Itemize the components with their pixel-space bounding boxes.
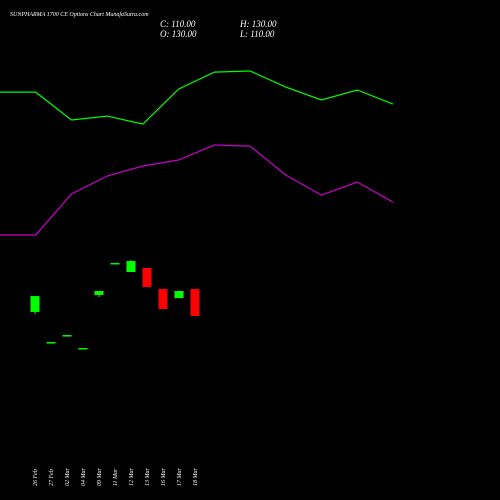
x-tick-label: 18 Mar [193, 468, 199, 486]
high-label: H: 130.00 [239, 19, 277, 29]
x-tick-label: 16 Mar [161, 468, 167, 486]
x-tick-label: 13 Mar [145, 468, 151, 486]
x-tick-label: 09 Mar [97, 468, 103, 486]
x-tick-label: 11 Mar [113, 468, 119, 486]
x-tick-label: 26 Feb [33, 469, 39, 486]
x-tick-label: 17 Mar [177, 468, 183, 486]
candle-body [94, 291, 104, 295]
chart-title: SUNPHARMA 1700 CE Options Chart MunafaSu… [10, 11, 149, 18]
x-tick-label: 27 Feb [49, 469, 55, 486]
x-tick-label: 12 Mar [129, 468, 135, 486]
candle-body [110, 262, 120, 265]
open-label: O: 130.00 [160, 29, 197, 39]
low-label: L: 110.00 [239, 29, 275, 39]
candle-body [174, 291, 184, 299]
x-tick-label: 02 Mar [65, 468, 71, 486]
candle-body [142, 267, 152, 287]
candle-body [126, 261, 136, 273]
candle-body [190, 289, 200, 317]
candle-body [158, 289, 168, 309]
close-label: C: 110.00 [160, 19, 196, 29]
indicator-line [0, 144, 394, 236]
candle-body [46, 342, 56, 344]
candle-body [78, 348, 88, 350]
candle-body [62, 335, 72, 337]
x-tick-label: 04 Mar [80, 468, 87, 486]
candle-body [30, 296, 40, 312]
indicator-line [0, 70, 394, 125]
